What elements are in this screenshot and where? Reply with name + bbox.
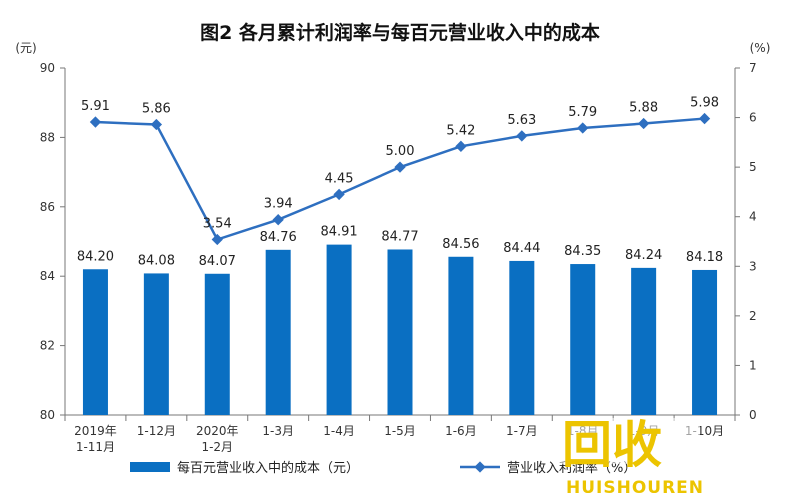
- x-tick-label: 1-5月: [384, 424, 416, 438]
- line-value-label: 5.91: [81, 99, 110, 114]
- line-point: [272, 214, 284, 226]
- x-tick-label-line: 1-4月: [323, 424, 355, 438]
- line-point: [637, 117, 650, 130]
- line-value-label: 3.54: [203, 217, 232, 232]
- bar: [631, 267, 657, 415]
- line-value-label: 5.63: [507, 113, 536, 128]
- line-value-label: 5.88: [629, 101, 658, 116]
- x-tick-label-line: 1-11月: [76, 440, 115, 454]
- line-path: [95, 117, 705, 242]
- bar-value-label: 84.07: [199, 254, 236, 269]
- line-point: [333, 188, 345, 201]
- right-tick-label: 5: [749, 160, 757, 174]
- x-tick-label-line: 1-3月: [262, 424, 294, 438]
- right-tick-label: 2: [749, 309, 757, 323]
- legend-swatch-marker: [474, 461, 486, 473]
- x-tick-label-line: 2020年: [196, 424, 239, 438]
- right-tick-label: 0: [749, 408, 757, 422]
- legend-swatch-bar: [130, 462, 170, 472]
- bar: [448, 256, 474, 415]
- watermark-logo: 回收 HUISHOUREN: [555, 416, 704, 498]
- line-point: [698, 112, 711, 125]
- line-value-label: 3.94: [264, 197, 293, 212]
- bar-value-label: 84.91: [320, 225, 357, 240]
- right-tick-label: 1: [749, 358, 757, 372]
- x-tick-label-line: 1-5月: [384, 424, 416, 438]
- right-tick-label: 7: [749, 61, 757, 75]
- bars: [82, 244, 718, 415]
- x-tick-label: 1-7月: [506, 424, 538, 438]
- right-tick-label: 4: [749, 210, 757, 224]
- chart-title: 图2 各月累计利润率与每百元营业收入中的成本: [200, 22, 600, 44]
- line-point: [455, 140, 467, 152]
- line-value-label: 5.98: [690, 96, 719, 111]
- bar-value-label: 84.08: [138, 253, 175, 268]
- left-tick-label: 86: [40, 200, 55, 214]
- line-value-label: 4.45: [325, 171, 354, 186]
- line-labels: 5.91 5.86 3.54 3.94 4.45 5.00 5.42 5.63 5.79 5.88…: [81, 96, 719, 232]
- watermark-sub-text: HUISHOUREN: [566, 478, 704, 498]
- x-tick-label-line: 2019年: [74, 424, 117, 438]
- x-tick-label: 1-4月: [323, 424, 355, 438]
- line-point: [577, 122, 589, 134]
- right-tick-label: 6: [749, 111, 757, 125]
- watermark-main-text: 回收: [562, 416, 662, 474]
- bar-value-label: 84.18: [686, 250, 723, 265]
- line-point: [89, 116, 102, 128]
- x-tick-label-line: 1-2月: [201, 440, 233, 454]
- bar: [509, 260, 535, 415]
- x-tick-label: 1-12月: [137, 424, 176, 438]
- x-tick-label-line: 1-12月: [137, 424, 176, 438]
- bar-value-label: 84.56: [442, 237, 479, 252]
- line-value-label: 5.42: [446, 123, 475, 138]
- left-tick-label: 84: [40, 269, 55, 283]
- x-tick-label-line: 1-6月: [445, 424, 477, 438]
- line-point: [211, 233, 223, 246]
- left-axis-unit: (元): [15, 41, 36, 55]
- right-tick-label: 3: [749, 259, 757, 273]
- bar-value-label: 84.76: [260, 230, 297, 245]
- left-tick-label: 82: [40, 339, 55, 353]
- x-tick-label: 2020年 1-2月: [196, 424, 239, 454]
- bar: [326, 244, 352, 415]
- x-tick-label-line: 1-7月: [506, 424, 538, 438]
- bar: [692, 269, 718, 415]
- bar: [143, 273, 169, 415]
- bar-labels: 84.20 84.08 84.07 84.76 84.91 84.77 84.56 84.44…: [77, 225, 723, 269]
- bar: [570, 264, 596, 415]
- bar: [204, 273, 230, 415]
- bar-value-label: 84.20: [77, 249, 114, 264]
- right-axis-unit: (%): [750, 41, 771, 55]
- left-tick-label: 80: [40, 408, 55, 422]
- bar-value-label: 84.24: [625, 248, 662, 263]
- x-tick-label: 1-3月: [262, 424, 294, 438]
- left-tick-label: 90: [40, 61, 55, 75]
- line-point: [150, 118, 163, 131]
- x-tick-label: 2019年 1-11月: [74, 424, 117, 454]
- bar-value-label: 84.77: [381, 229, 418, 244]
- bar-value-label: 84.44: [503, 241, 540, 256]
- line-value-label: 5.79: [568, 105, 597, 120]
- bar: [265, 249, 291, 415]
- bar-value-label: 84.35: [564, 244, 601, 259]
- line-point: [516, 130, 528, 142]
- line-value-label: 5.00: [386, 144, 415, 159]
- line-point: [394, 161, 406, 173]
- x-tick-label: 1-6月: [445, 424, 477, 438]
- bar: [387, 249, 413, 415]
- watermark-backdrop: [555, 418, 700, 464]
- legend-label-bar: 每百元营业收入中的成本（元）: [177, 460, 359, 476]
- left-tick-label: 88: [40, 130, 55, 144]
- bar: [82, 269, 108, 415]
- line-series: [89, 112, 711, 246]
- line-value-label: 5.86: [142, 102, 171, 117]
